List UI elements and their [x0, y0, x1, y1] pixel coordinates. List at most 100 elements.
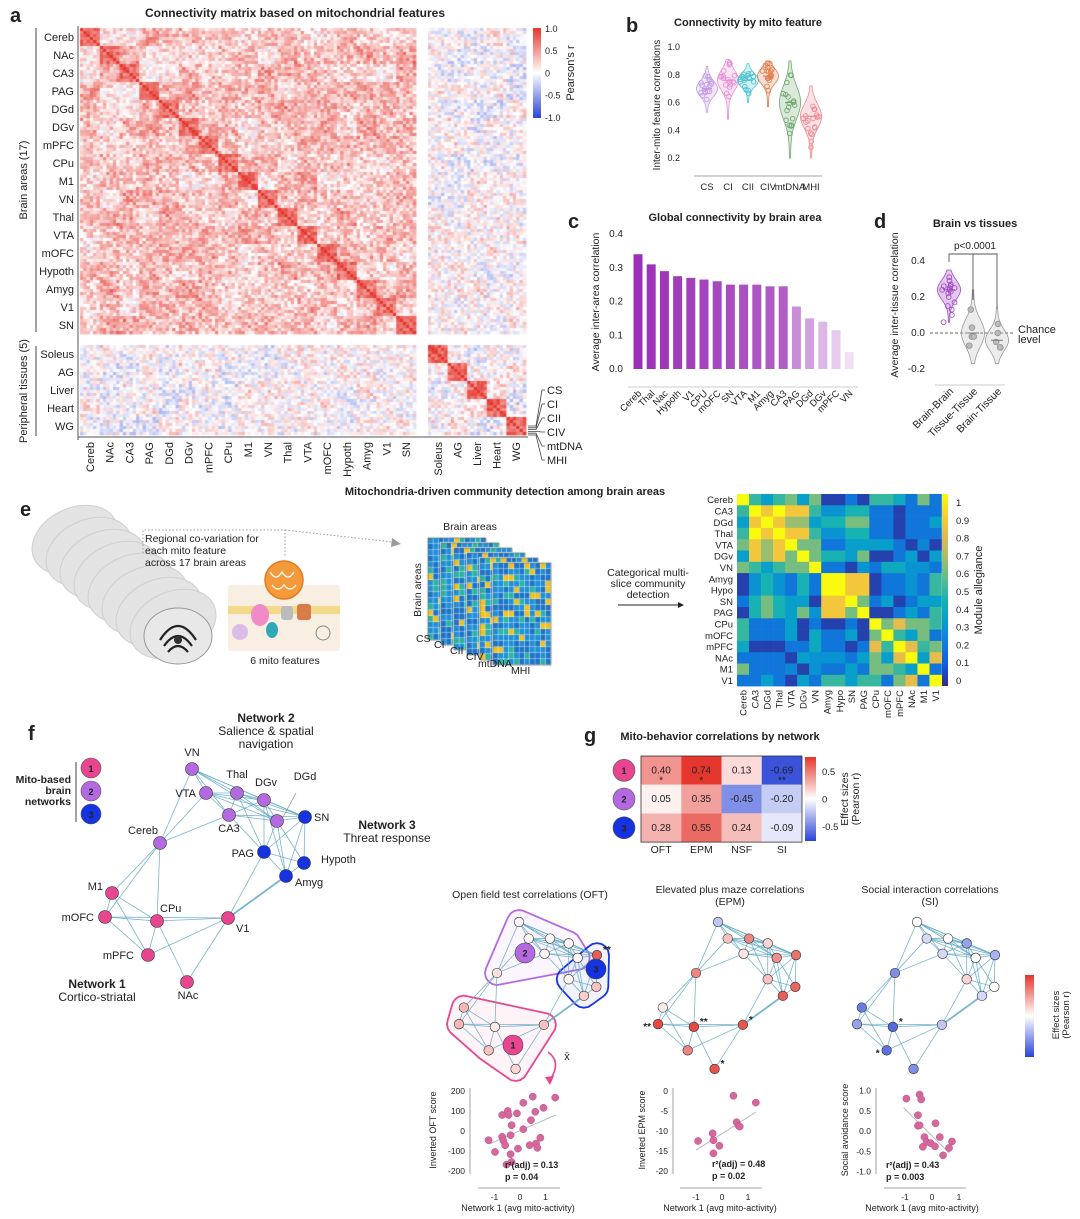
y-tick: 0.4: [667, 125, 680, 135]
allegiance-cell: [917, 561, 930, 574]
col-label: Thal: [283, 442, 295, 463]
node-VTA: [921, 933, 932, 944]
node-mOFC: [98, 910, 112, 924]
y-axis-label: Average inter-tissue correlation: [889, 232, 901, 377]
violin-point: [731, 72, 738, 79]
allegiance-cell: [785, 573, 798, 585]
network-edge: [657, 972, 697, 1025]
allegiance-cell: [857, 550, 870, 563]
node-SN: [591, 950, 603, 961]
violin-point: [702, 89, 708, 96]
bar-DGv: [818, 321, 828, 369]
node-label-mOFC: mOFC: [62, 912, 94, 924]
node-Hypoth: [790, 981, 801, 992]
allegiance-cell: [893, 505, 906, 517]
node-label-VTA: VTA: [175, 788, 196, 800]
node-label-V1: V1: [236, 923, 249, 935]
violin-point: [748, 70, 755, 77]
violin-point: [740, 75, 746, 81]
allegiance-cell: [869, 640, 882, 653]
scatter-point: [525, 1141, 534, 1150]
network-edge: [285, 816, 306, 877]
effect-value: -0.45: [730, 794, 753, 805]
allegiance-cell: [737, 663, 750, 676]
allegiance-cell: [821, 674, 834, 687]
row-label: Heart: [47, 403, 74, 415]
node-DGd: [270, 814, 284, 828]
allegiance-cell: [761, 505, 774, 517]
allegiance-cell: [917, 539, 930, 551]
allegiance-cell: [845, 640, 858, 653]
allegiance-cell: [929, 516, 942, 529]
network-edge: [458, 972, 498, 1025]
scatter-point: [931, 1119, 940, 1128]
allegiance-cell: [893, 516, 906, 529]
allegiance-colorbar: [942, 494, 948, 686]
bar-CPU: [699, 279, 709, 369]
annotation-text: Regional co-variation for: [145, 533, 259, 545]
col-label: DGv: [799, 690, 810, 709]
network-edge: [662, 1007, 695, 1028]
allegiance-cell: [905, 607, 918, 619]
row-label: Hypoth: [39, 266, 74, 278]
network-edge: [975, 957, 983, 996]
node-label-NAc: NAc: [178, 990, 199, 1002]
allegiance-cell: [869, 550, 882, 563]
allegiance-cell: [833, 595, 846, 608]
allegiance-cell: [809, 674, 822, 687]
row-label: mPFC: [706, 642, 733, 653]
row-label: Cereb: [707, 495, 733, 506]
network-edge: [111, 892, 149, 956]
colorbar-tick: -1.0: [545, 113, 561, 123]
stat-text: p = 0.02: [712, 1171, 745, 1181]
network-edge: [894, 921, 918, 974]
scatter-point: [914, 1111, 922, 1120]
allegiance-cell: [917, 527, 930, 540]
allegiance-cell: [737, 652, 750, 664]
slices-left-axis-label: Brain areas: [412, 563, 424, 617]
x-tick: -1: [692, 1192, 700, 1202]
colorbar-label: Pearson's r: [565, 45, 577, 101]
allegiance-cell: [917, 607, 930, 619]
colorbar-tick: 0: [822, 795, 827, 806]
violin-point: [705, 74, 711, 80]
allegiance-cell: [929, 573, 942, 585]
network-edge: [496, 921, 520, 974]
allegiance-cell: [893, 584, 906, 596]
allegiance-cell: [845, 561, 858, 574]
allegiance-cell: [869, 505, 882, 517]
network-edge: [966, 943, 983, 996]
network-edge: [748, 938, 769, 980]
node-label-Cereb: Cereb: [128, 825, 158, 837]
violin-point: [745, 87, 751, 94]
effect-cell: [721, 813, 762, 843]
scatter-point: [519, 1125, 528, 1134]
node-DGv: [762, 938, 773, 949]
stat-text: p = 0.003: [886, 1172, 924, 1182]
row-label: mPFC: [43, 140, 74, 152]
scatter-point: [751, 1098, 760, 1107]
feature-legend-line: [528, 403, 545, 429]
network-edge: [942, 953, 996, 956]
allegiance-cell: [893, 527, 906, 540]
violin-point: [762, 62, 769, 69]
allegiance-cell: [797, 505, 810, 517]
violin-point: [940, 319, 947, 326]
colorbar-tick: 0.8: [956, 534, 969, 545]
violin-point: [766, 74, 773, 80]
node-DGd: [970, 952, 981, 963]
allegiance-cell: [809, 539, 822, 551]
network-edge: [861, 1007, 888, 1051]
violin-point: [699, 92, 706, 99]
allegiance-cell: [917, 505, 930, 517]
node-mOFC: [851, 1019, 863, 1030]
network-edge: [228, 814, 306, 818]
scatter-point: [533, 1143, 542, 1152]
effect-cell: [721, 784, 762, 814]
allegiance-cell: [929, 652, 942, 664]
allegiance-cell: [893, 607, 906, 619]
y-tick: 0.4: [911, 256, 925, 267]
scatter-point: [528, 1092, 537, 1101]
allegiance-cell: [797, 663, 810, 676]
network-edge: [515, 1024, 545, 1070]
